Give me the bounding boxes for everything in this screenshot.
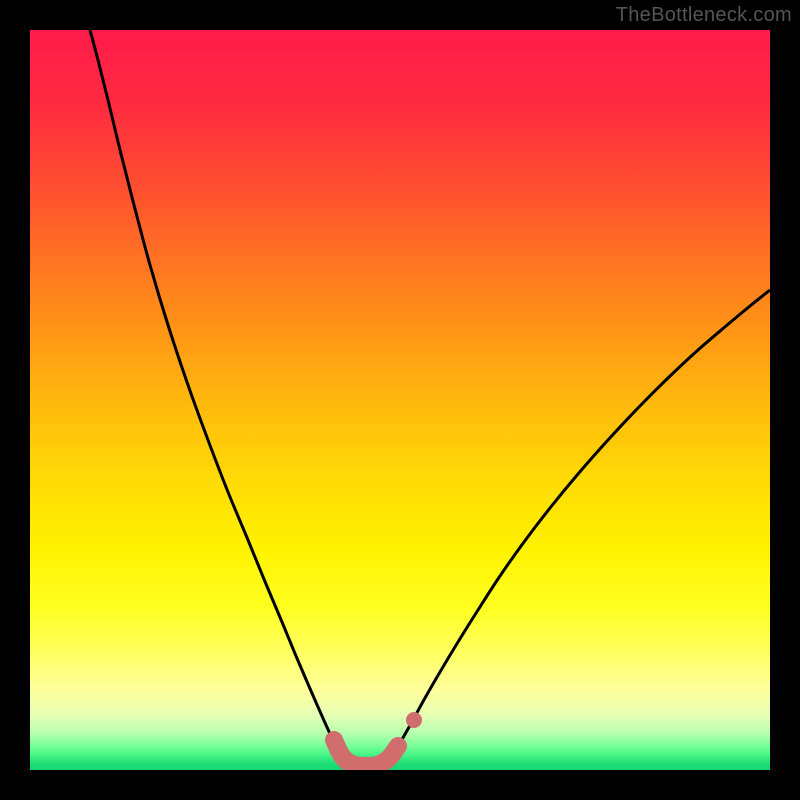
bottleneck-curve-chart bbox=[0, 0, 800, 800]
chart-container: TheBottleneck.com bbox=[0, 0, 800, 800]
plot-area bbox=[30, 30, 770, 770]
watermark-label: TheBottleneck.com bbox=[616, 4, 792, 27]
highlight-dot bbox=[406, 712, 422, 728]
